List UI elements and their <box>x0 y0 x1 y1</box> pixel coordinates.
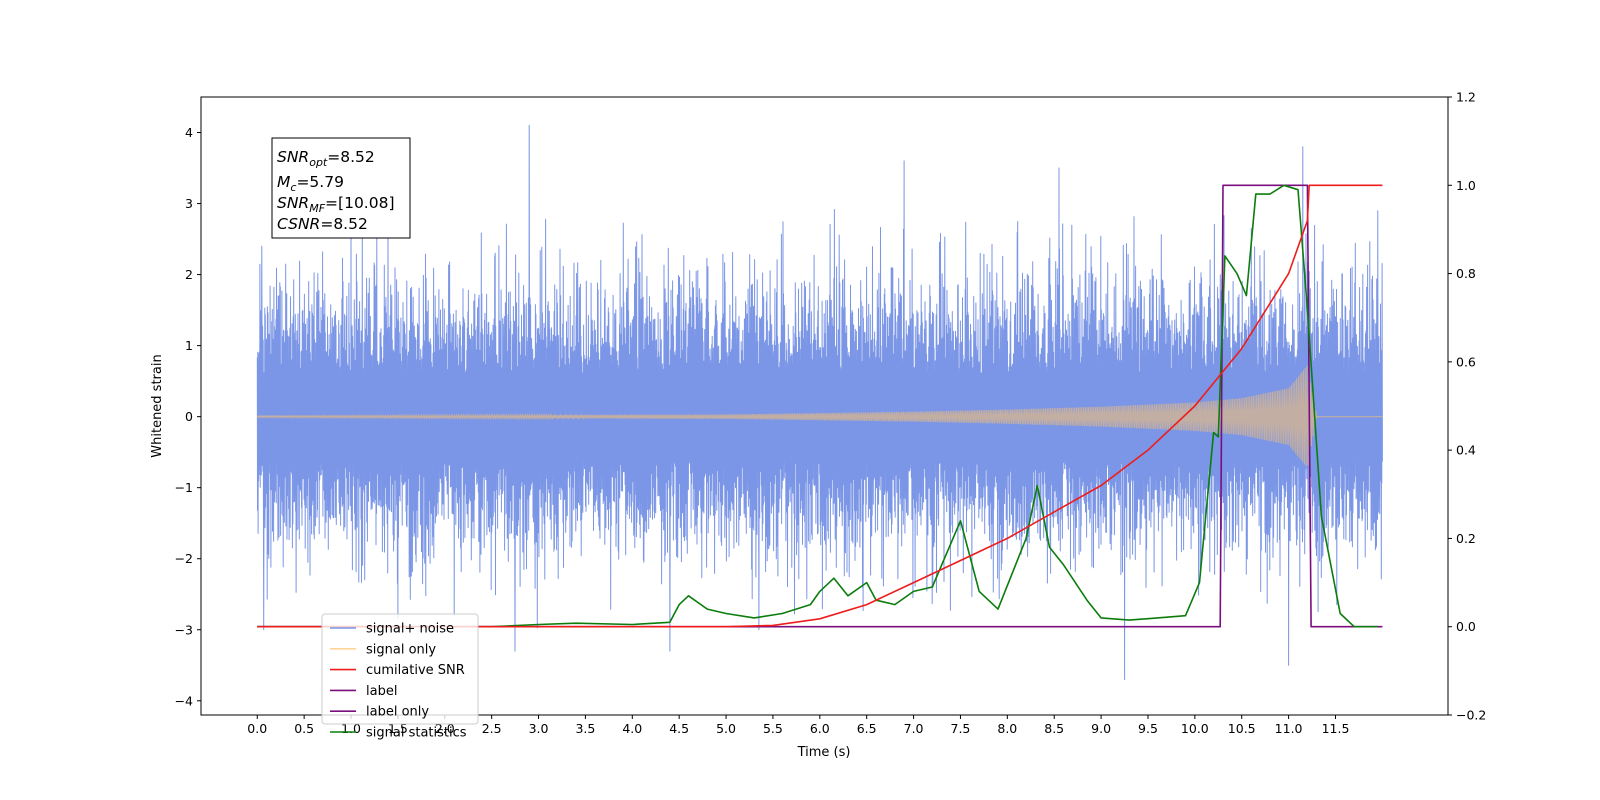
x-tick-label: 11.0 <box>1275 721 1303 736</box>
y-left-tick-label: 3 <box>185 196 193 211</box>
info-value: =5.79 <box>296 173 344 191</box>
legend-frame <box>321 613 479 725</box>
info-box: SNRopt=8.52 Mc=5.79 SNRMF=[10.08] CSNR=8… <box>271 137 411 239</box>
x-tick-label: 4.0 <box>622 721 642 736</box>
x-tick-label: 8.5 <box>1044 721 1064 736</box>
info-chirp-mass: Mc=5.79 <box>277 173 344 194</box>
info-box-frame <box>271 137 411 239</box>
x-tick-label: 7.5 <box>951 721 971 736</box>
x-tick-label: 10.5 <box>1228 721 1256 736</box>
legend: signal+ noise signal only cumilative SNR la… <box>321 613 479 741</box>
y-right-tick-label: 0.0 <box>1456 619 1476 634</box>
info-value: =[10.08] <box>325 194 394 212</box>
info-subscript: opt <box>309 156 328 169</box>
signal-only-line <box>256 365 1383 467</box>
y-left-tick-label: 2 <box>185 267 193 282</box>
info-snr-opt: SNRopt=8.52 <box>277 148 375 169</box>
y-right-tick-label: 0.4 <box>1456 443 1476 458</box>
legend-label-signal-statistics: signal statistics <box>366 726 467 741</box>
x-tick-label: 6.5 <box>857 721 877 736</box>
x-tick-label: 9.5 <box>1138 721 1158 736</box>
info-subscript: MF <box>309 202 325 215</box>
plot-frame <box>200 96 1449 716</box>
y-axis-left-label: Whitened strain <box>150 354 165 457</box>
y-axis-right: −0.2 0.0 0.2 0.4 0.6 0.8 1.0 1.2 <box>1448 90 1486 723</box>
right-axis-series <box>257 184 1383 628</box>
legend-label-signal-noise: signal+ noise <box>366 622 454 637</box>
info-snr-mf: SNRMF=[10.08] <box>277 194 395 215</box>
x-tick-label: 0.5 <box>294 721 314 736</box>
signal-only-series <box>256 365 1383 467</box>
x-tick-label: 10.0 <box>1181 721 1209 736</box>
signal-noise-line <box>256 124 1383 680</box>
x-tick-label: 4.5 <box>669 721 689 736</box>
y-axis-left: −4 −3 −2 −1 0 1 2 3 4 <box>175 125 201 708</box>
label-line <box>257 184 1383 628</box>
info-value: =8.52 <box>327 148 375 166</box>
y-right-tick-label: 0.2 <box>1456 531 1476 546</box>
x-tick-label: 9.0 <box>1091 721 1111 736</box>
y-left-tick-label: 4 <box>185 125 193 140</box>
x-tick-label: 5.5 <box>763 721 783 736</box>
x-tick-label: 8.0 <box>997 721 1017 736</box>
x-tick-label: 3.0 <box>529 721 549 736</box>
cumilative-snr-line <box>257 184 1383 628</box>
x-tick-label: 2.0 <box>435 721 455 736</box>
x-axis: 0.0 0.5 1.0 1.5 2.0 2.5 3.0 3.5 4.0 4.5 5.0 5.5 6.0 6… <box>247 715 1349 736</box>
info-symbol: M <box>277 173 290 191</box>
info-csnr: CSNR=8.52 <box>277 215 368 233</box>
y-left-tick-label: −4 <box>175 693 193 708</box>
x-tick-label: 11.5 <box>1322 721 1350 736</box>
y-left-tick-label: 0 <box>185 409 193 424</box>
x-tick-label: 1.5 <box>388 721 408 736</box>
x-tick-label: 5.0 <box>716 721 736 736</box>
y-left-tick-label: −3 <box>175 622 193 637</box>
y-right-tick-label: 1.0 <box>1456 178 1476 193</box>
y-right-tick-label: 0.6 <box>1456 354 1476 369</box>
x-tick-label: 2.5 <box>482 721 502 736</box>
info-symbol: SNR <box>277 148 309 166</box>
signal-noise-series <box>256 124 1383 680</box>
y-left-tick-label: −1 <box>175 480 193 495</box>
y-right-tick-label: 1.2 <box>1456 90 1476 105</box>
x-axis-label: Time (s) <box>797 745 851 760</box>
x-tick-label: 7.0 <box>904 721 924 736</box>
y-right-tick-label: −0.2 <box>1456 708 1486 723</box>
legend-label-label-only: label only <box>366 705 429 720</box>
legend-label-cumilative-snr: cumilative SNR <box>366 663 465 678</box>
legend-label-signal-only: signal only <box>366 642 436 657</box>
y-left-tick-label: 1 <box>185 338 193 353</box>
info-symbol: CSNR <box>277 215 320 233</box>
info-symbol: SNR <box>277 194 309 212</box>
info-value: =8.52 <box>320 215 368 233</box>
x-tick-label: 6.0 <box>810 721 830 736</box>
x-tick-label: 3.5 <box>575 721 595 736</box>
y-left-tick-label: −2 <box>175 551 193 566</box>
info-subscript: c <box>290 181 296 194</box>
legend-label-label: label <box>366 684 397 699</box>
signal-statistics-line <box>257 184 1378 628</box>
y-right-tick-label: 0.8 <box>1456 266 1476 281</box>
x-tick-label: 0.0 <box>247 721 267 736</box>
